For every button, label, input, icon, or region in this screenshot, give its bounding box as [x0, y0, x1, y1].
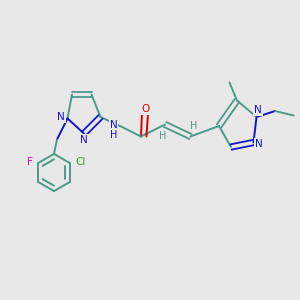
Text: O: O: [141, 104, 150, 114]
Text: F: F: [27, 157, 32, 167]
Text: H: H: [190, 121, 198, 131]
Text: N: N: [110, 119, 117, 130]
Text: N: N: [57, 112, 65, 122]
Text: N: N: [255, 139, 263, 149]
Text: N: N: [80, 135, 88, 145]
Text: Cl: Cl: [75, 157, 86, 167]
Text: N: N: [254, 105, 262, 116]
Text: H: H: [159, 131, 166, 141]
Text: H: H: [110, 130, 117, 140]
